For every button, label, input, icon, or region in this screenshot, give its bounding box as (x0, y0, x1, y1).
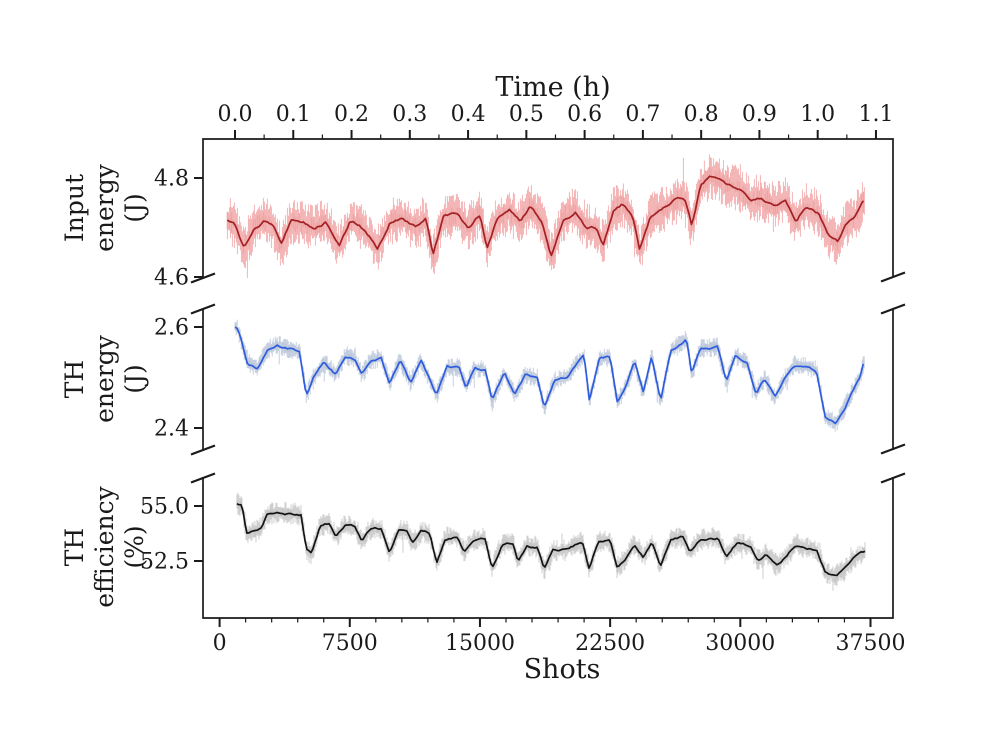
y-tick-label: 2.6 (154, 316, 189, 341)
bottom-tick-label: 0 (213, 631, 227, 656)
panel-input-energy (226, 154, 865, 278)
bottom-tick-label: 22500 (575, 631, 645, 656)
top-tick-label: 0.9 (742, 102, 777, 127)
axis-break-mark (880, 271, 906, 283)
y-axis-input-energy: 4.8 4.6 (154, 167, 203, 291)
top-tick-label: 0.7 (625, 102, 660, 127)
axis-break-mark (190, 472, 216, 484)
ylabel-th-efficiency: TH efficiency (%) (60, 427, 152, 667)
spines (202, 138, 894, 619)
bottom-axis: 0 7500 15000 22500 30000 37500 (213, 618, 905, 656)
axis-break-mark (880, 443, 906, 455)
top-tick-label: 0.1 (276, 102, 311, 127)
y-tick-label: 4.6 (154, 266, 189, 291)
bottom-axis-title: Shots (523, 654, 601, 685)
top-tick-label: 0.5 (509, 102, 544, 127)
ylabel-line: (%) (120, 525, 149, 569)
y-axis-th-energy: 2.6 2.4 (154, 316, 203, 442)
input-energy-smoothed-line (226, 175, 865, 257)
th-efficiency-raw-band-core (236, 500, 866, 582)
top-tick-label: 0.2 (334, 102, 369, 127)
th-efficiency-raw-band (236, 492, 866, 591)
th-energy-raw-band (234, 319, 865, 432)
top-tick-label: 0.8 (684, 102, 719, 127)
y-tick-label: 4.8 (154, 167, 189, 192)
axis-break-mark (880, 303, 906, 315)
y-tick-label: 55.0 (140, 495, 189, 520)
ylabel-line: TH (60, 527, 89, 567)
axis-break-mark (190, 303, 216, 315)
top-tick-label: 0.4 (451, 102, 486, 127)
y-tick-label: 2.4 (154, 417, 189, 442)
th-efficiency-smoothed-line (236, 502, 866, 577)
y-axis-th-efficiency: 55.0 52.5 (140, 495, 203, 575)
panel-th-energy (234, 319, 865, 432)
top-tick-label: 0.6 (567, 102, 602, 127)
y-tick-label: 52.5 (140, 550, 189, 575)
top-tick-label: 1.1 (858, 102, 893, 127)
top-axis: 0.0 0.1 0.2 0.3 0.4 0.5 0.6 0.7 0.8 0.9 1.0 1.1 (218, 102, 893, 139)
top-axis-title: Time (h) (495, 72, 611, 103)
top-tick-label: 1.0 (800, 102, 835, 127)
top-tick-label: 0.0 (218, 102, 253, 127)
bottom-tick-label: 37500 (835, 631, 905, 656)
axis-break-mark (880, 472, 906, 484)
bottom-tick-label: 7500 (322, 631, 378, 656)
panel-th-efficiency (236, 492, 866, 591)
ylabel-line: efficiency (90, 486, 119, 608)
th-energy-smoothed-line (234, 326, 865, 425)
bottom-tick-label: 30000 (705, 631, 775, 656)
axis-break-mark (190, 444, 216, 456)
bottom-tick-label: 15000 (445, 631, 515, 656)
top-tick-label: 0.3 (392, 102, 427, 127)
